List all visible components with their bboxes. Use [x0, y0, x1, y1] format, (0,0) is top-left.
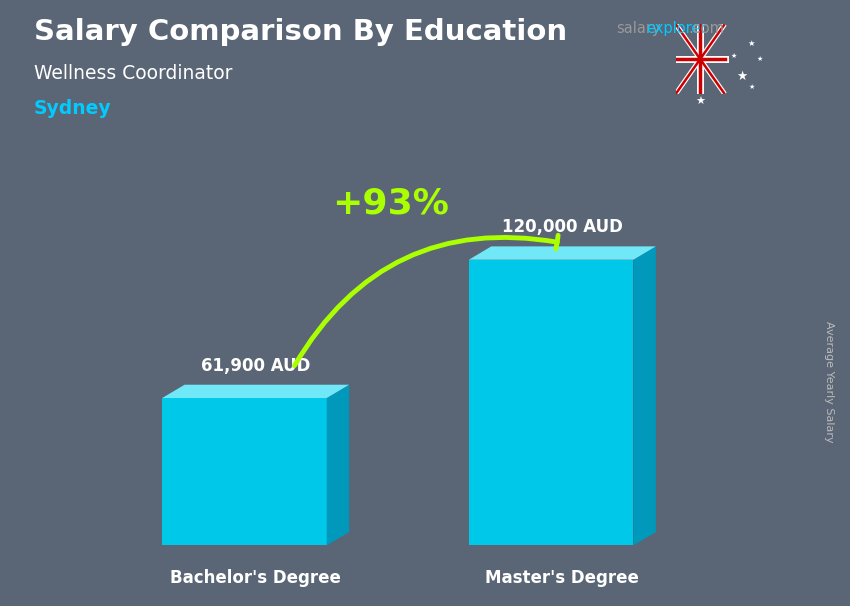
Text: ★: ★ — [695, 98, 706, 107]
Text: ★: ★ — [748, 84, 755, 90]
Text: explorer: explorer — [646, 21, 706, 36]
Text: ★: ★ — [736, 70, 747, 83]
Text: +93%: +93% — [332, 186, 449, 220]
Text: .com: .com — [688, 21, 724, 36]
Text: 61,900 AUD: 61,900 AUD — [201, 357, 310, 375]
Text: Sydney: Sydney — [34, 99, 111, 118]
Polygon shape — [326, 385, 349, 545]
Polygon shape — [469, 260, 633, 545]
Text: Wellness Coordinator: Wellness Coordinator — [34, 64, 233, 82]
Text: ★: ★ — [748, 39, 756, 48]
Text: Bachelor's Degree: Bachelor's Degree — [170, 568, 341, 587]
Polygon shape — [162, 385, 349, 398]
Polygon shape — [633, 247, 656, 545]
Text: Master's Degree: Master's Degree — [485, 568, 639, 587]
Text: ★: ★ — [756, 56, 763, 62]
Text: salary: salary — [616, 21, 661, 36]
Text: 120,000 AUD: 120,000 AUD — [502, 218, 623, 236]
Polygon shape — [162, 398, 326, 545]
Text: Average Yearly Salary: Average Yearly Salary — [824, 321, 834, 442]
Text: Salary Comparison By Education: Salary Comparison By Education — [34, 18, 567, 46]
Text: ★: ★ — [730, 53, 737, 59]
Polygon shape — [469, 247, 656, 260]
